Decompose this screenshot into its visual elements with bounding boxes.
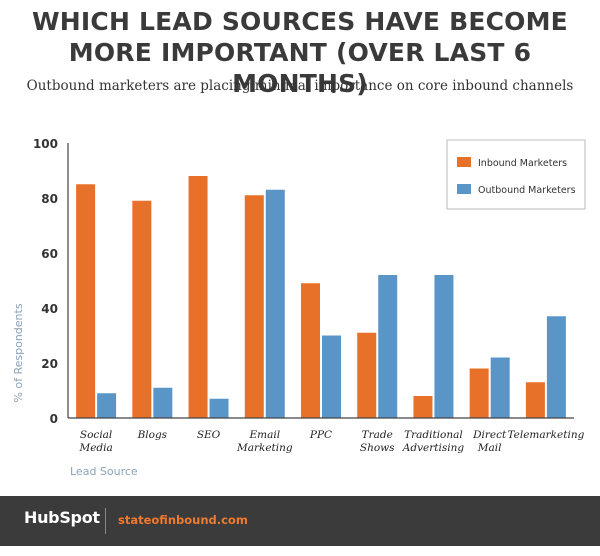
- bar-inbound: [469, 368, 489, 418]
- hubspot-logo: HubSpot: [24, 508, 100, 527]
- bar-inbound: [188, 176, 208, 418]
- bottom-margin: [0, 546, 600, 556]
- y-tick-label: 20: [41, 357, 58, 371]
- bar-outbound: [434, 275, 454, 418]
- bar-outbound: [378, 275, 398, 418]
- chart-subtitle: Outbound marketers are placing minimal i…: [26, 78, 574, 94]
- x-tick-label: Telemarketing: [507, 429, 584, 441]
- page-title: WHICH LEAD SOURCES HAVE BECOME MORE IMPO…: [0, 6, 600, 99]
- x-tick-label: Traditional Advertising: [402, 429, 465, 454]
- x-tick-label: SEO: [197, 429, 221, 441]
- footer-link[interactable]: stateofinbound.com: [118, 513, 248, 527]
- footer-divider: [105, 508, 106, 534]
- y-tick-label: 100: [33, 137, 58, 151]
- legend-box: [446, 139, 586, 210]
- legend-label-inbound: Inbound Marketers: [478, 158, 567, 169]
- y-tick-label: 40: [41, 302, 58, 316]
- bar-outbound: [265, 189, 285, 418]
- x-axis-label: Lead Source: [70, 465, 138, 478]
- title-line-1: WHICH LEAD SOURCES HAVE BECOME: [32, 7, 568, 36]
- title-line-2: MORE IMPORTANT (OVER LAST 6 MONTHS): [68, 38, 532, 98]
- bar-outbound: [153, 387, 173, 418]
- bar-inbound: [76, 184, 96, 418]
- bar-outbound: [209, 398, 229, 418]
- bar-outbound: [97, 393, 117, 418]
- x-tick-label: PPC: [309, 429, 332, 441]
- bar-inbound: [357, 332, 377, 418]
- y-tick-label: 0: [50, 412, 58, 426]
- bar-inbound: [301, 283, 320, 418]
- legend-swatch-inbound: [457, 157, 471, 167]
- bar-outbound: [546, 316, 566, 418]
- bar-outbound: [322, 335, 341, 418]
- x-tick-label: Email Marketing: [236, 429, 293, 454]
- bar-outbound: [490, 357, 510, 418]
- y-axis-label: % of Respondents: [12, 303, 25, 402]
- bar-inbound: [244, 195, 264, 418]
- legend-label-outbound: Outbound Marketers: [478, 185, 576, 196]
- x-tick-label: Social Media: [78, 429, 112, 454]
- x-tick-label: Blogs: [137, 429, 168, 441]
- bar-inbound: [413, 396, 433, 418]
- bar-inbound: [525, 382, 545, 418]
- x-tick-label: Direct Mail: [472, 429, 507, 454]
- y-tick-label: 60: [41, 247, 58, 261]
- x-tick-label: Trade Shows: [360, 429, 395, 454]
- bar-chart: 0 20 40 60 80 100 Social Media Blogs SEO Email Mar…: [12, 137, 586, 478]
- legend: Inbound Marketers Outbound Marketers: [446, 139, 586, 210]
- y-tick-label: 80: [41, 192, 58, 206]
- bar-inbound: [132, 200, 152, 418]
- legend-swatch-outbound: [457, 184, 471, 194]
- footer-bar: HubSpot stateofinbound.com: [0, 496, 600, 546]
